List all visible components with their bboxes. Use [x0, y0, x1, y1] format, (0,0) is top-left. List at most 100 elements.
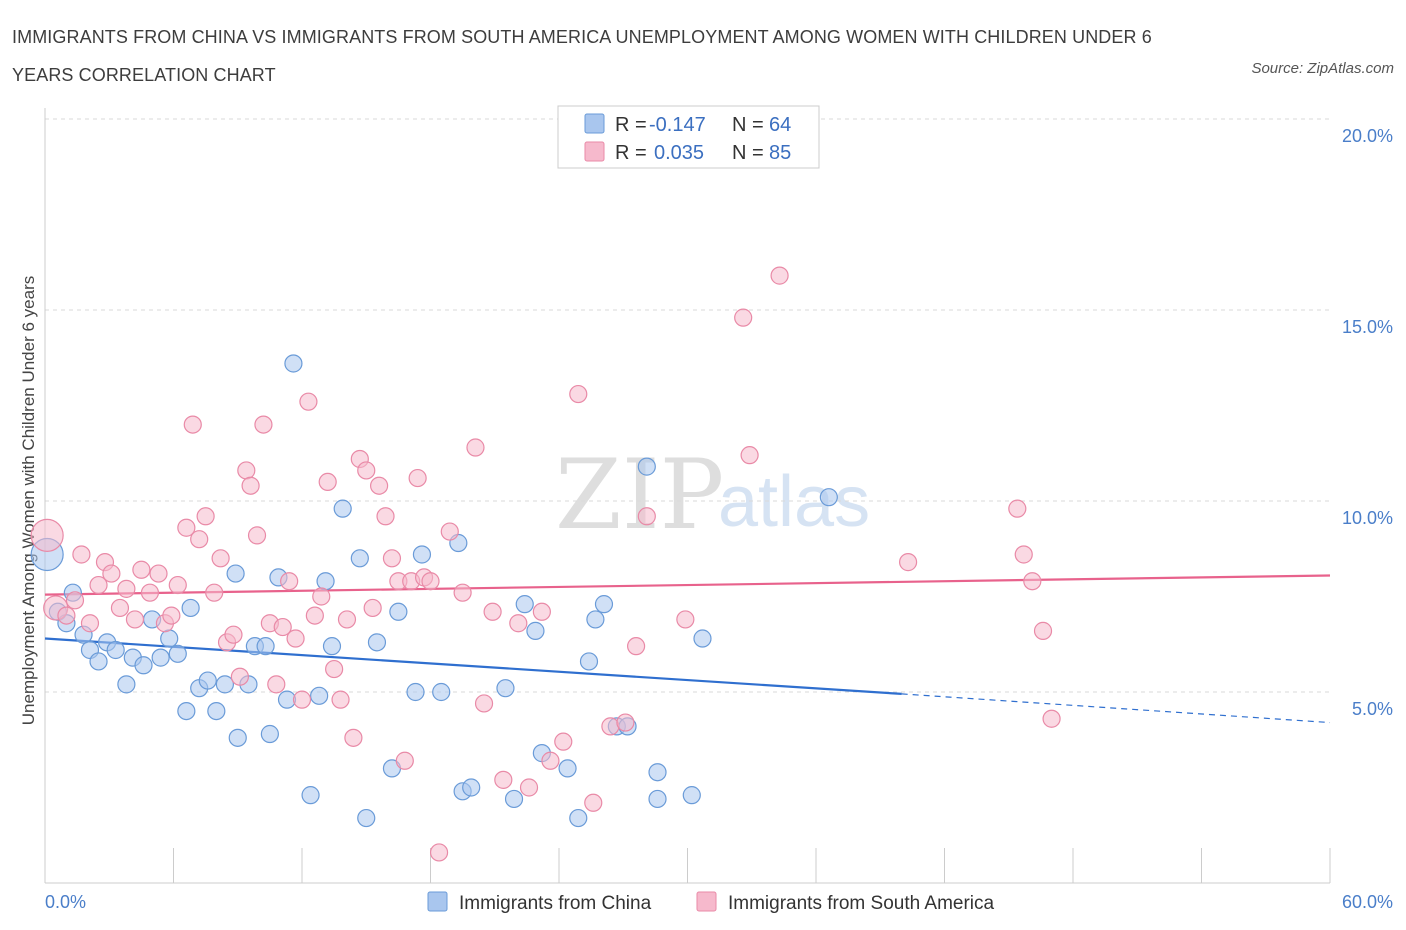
series-legend: Immigrants from China Immigrants from So… — [427, 891, 995, 914]
sa-point — [569, 384, 588, 404]
china-point — [284, 354, 303, 373]
sa-point — [102, 564, 121, 583]
sa-point — [177, 518, 196, 537]
series-legend-label-china: Immigrants from China — [459, 893, 652, 914]
china-point — [117, 675, 136, 694]
watermark-atlas: atlas — [718, 462, 870, 542]
sa-point — [247, 526, 267, 545]
sa-point — [72, 545, 91, 564]
sa-point — [149, 564, 168, 583]
sa-point — [421, 572, 440, 591]
china-point — [151, 648, 170, 667]
china-point — [198, 671, 217, 690]
sa-point — [280, 572, 299, 591]
watermark: ZIP atlas — [555, 439, 870, 551]
legend-swatch-sa — [584, 141, 605, 162]
sa-point — [734, 308, 753, 327]
china-point — [89, 652, 108, 671]
china-point — [181, 598, 200, 618]
china-point — [301, 786, 320, 805]
sa-point — [110, 598, 130, 618]
sa-point — [241, 476, 260, 495]
trend-lines — [44, 574, 1331, 724]
sa-point — [267, 675, 286, 694]
china-trend-line — [44, 637, 902, 696]
sa-point — [770, 266, 789, 285]
y-tick-label: 10.0% — [1342, 508, 1393, 528]
china-point — [569, 808, 588, 828]
legend-n-value-sa: 85 — [769, 142, 791, 164]
sa-point — [230, 667, 249, 686]
sa-point — [519, 778, 539, 797]
sa-point — [376, 507, 395, 526]
sa-point — [89, 575, 108, 595]
sa-point — [637, 507, 656, 526]
sa-point — [584, 793, 603, 812]
x-tick-label-min: 0.0% — [45, 892, 86, 912]
legend-n-value-china: 64 — [769, 114, 791, 136]
series-legend-swatch-china — [427, 891, 448, 912]
sa-point — [117, 579, 136, 598]
sa-trend-line — [44, 574, 1331, 596]
sa-point — [344, 728, 363, 747]
china-point — [215, 675, 234, 694]
china-point — [637, 457, 656, 476]
china-point — [256, 637, 275, 656]
sa-point — [395, 751, 414, 770]
legend-swatch-china — [584, 113, 605, 134]
sa-point — [211, 549, 230, 568]
china-point — [462, 778, 481, 797]
sa-point — [509, 614, 528, 633]
sa-point — [305, 606, 324, 625]
correlation-legend: R = -0.147 N = 64 R = 0.035 N = 85 — [557, 105, 820, 169]
sa-point — [554, 732, 573, 751]
china-point — [316, 572, 335, 591]
sa-point — [299, 392, 318, 411]
y-tick-label: 5.0% — [1352, 699, 1393, 719]
y-tick-label: 15.0% — [1342, 317, 1393, 337]
axes: 5.0% 10.0% 15.0% 20.0% 0.0% 60.0% Unemployment… — [19, 108, 1393, 912]
sa-point — [357, 461, 376, 480]
china-point — [160, 629, 179, 648]
sa-point — [1033, 621, 1053, 640]
sa-point — [132, 560, 151, 579]
sa-point — [196, 507, 215, 526]
y-tick-label: 20.0% — [1342, 126, 1393, 146]
sa-point — [325, 659, 344, 679]
china-point — [682, 786, 701, 805]
china-point — [693, 629, 712, 648]
sa-point — [626, 637, 646, 656]
sa-point — [273, 617, 292, 637]
sa-point — [466, 438, 485, 457]
china-point — [207, 701, 226, 721]
sa-point — [140, 583, 160, 602]
series-legend-label-sa: Immigrants from South America — [728, 893, 995, 914]
sa-point — [453, 583, 472, 602]
sa-point — [740, 446, 759, 465]
sa-point — [483, 602, 502, 621]
sa-point — [616, 713, 635, 732]
china-point — [496, 679, 515, 698]
china-point — [648, 763, 667, 782]
china-point — [322, 637, 342, 656]
sa-point — [676, 610, 695, 629]
sa-point — [292, 690, 312, 709]
sa-point — [331, 690, 350, 709]
sa-point — [168, 575, 187, 595]
china-point — [586, 610, 605, 629]
china-point — [168, 644, 187, 663]
sa-point — [286, 629, 305, 648]
legend-r-value-sa: 0.035 — [654, 142, 704, 164]
china-point — [310, 686, 329, 705]
legend-n-label-sa: N = — [732, 142, 764, 164]
data-points — [30, 266, 1061, 862]
china-point — [515, 595, 534, 614]
sa-point — [382, 549, 402, 568]
series-legend-swatch-sa — [696, 891, 717, 912]
china-point — [819, 488, 838, 507]
sa-point — [363, 598, 382, 618]
china-point — [333, 499, 352, 518]
sa-point — [205, 583, 224, 602]
legend-r-label-sa: R = — [615, 142, 647, 164]
